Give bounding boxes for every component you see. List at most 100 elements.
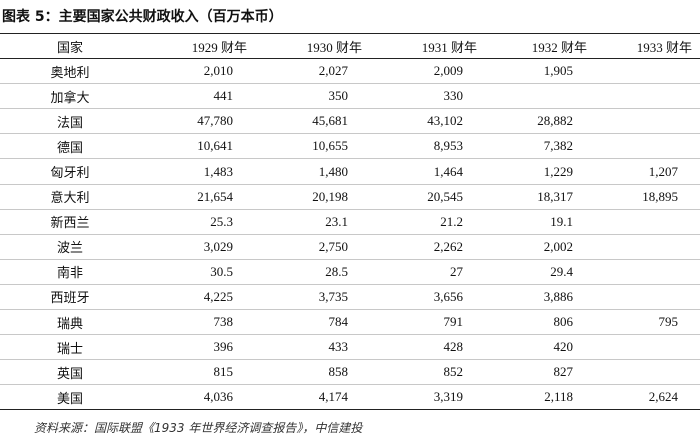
country-cell: 南非: [0, 259, 140, 285]
country-cell: 瑞士: [0, 334, 140, 361]
header-row: 国家 1929 财年 1930 财年 1931 财年 1932 财年 1933 财年: [0, 32, 700, 60]
value-cell: 3,656: [370, 284, 485, 311]
country-cell: 英国: [0, 359, 140, 386]
empty-cell: [595, 259, 700, 285]
value-cell: 4,174: [255, 384, 370, 411]
country-cell: 意大利: [0, 184, 140, 210]
empty-cell: [595, 133, 700, 160]
table-row: 加拿大 441 350 330: [0, 83, 700, 110]
value-cell: 30.5: [140, 259, 255, 285]
value-cell: 441: [140, 83, 255, 110]
value-cell: 2,002: [485, 234, 595, 260]
table-row: 匈牙利 1,483 1,480 1,464 1,229 1,207: [0, 158, 700, 185]
value-cell: 28.5: [255, 259, 370, 285]
empty-cell: [595, 58, 700, 85]
value-cell: 791: [370, 309, 485, 336]
column-header: 1932 财年: [485, 32, 595, 60]
table-row: 意大利 21,654 20,198 20,545 18,317 18,895: [0, 184, 700, 210]
empty-cell: [595, 234, 700, 260]
value-cell: 2,118: [485, 384, 595, 411]
country-cell: 法国: [0, 108, 140, 135]
table-row: 西班牙 4,225 3,735 3,656 3,886: [0, 284, 700, 311]
value-cell: 2,009: [370, 58, 485, 85]
value-cell: 1,207: [595, 158, 700, 185]
column-header: 1933 财年: [595, 32, 700, 60]
value-cell: 45,681: [255, 108, 370, 135]
column-header: 国家: [0, 32, 140, 60]
value-cell: 29.4: [485, 259, 595, 285]
value-cell: 23.1: [255, 209, 370, 235]
table-row: 法国 47,780 45,681 43,102 28,882: [0, 108, 700, 135]
value-cell: 3,029: [140, 234, 255, 260]
value-cell: 43,102: [370, 108, 485, 135]
table-title: 图表 5：主要国家公共财政收入（百万本币）: [2, 9, 283, 25]
country-cell: 新西兰: [0, 209, 140, 235]
value-cell: 3,886: [485, 284, 595, 311]
table-row: 南非 30.5 28.5 27 29.4: [0, 259, 700, 285]
country-cell: 美国: [0, 384, 140, 411]
value-cell: 10,641: [140, 133, 255, 160]
country-cell: 德国: [0, 133, 140, 160]
value-cell: 852: [370, 359, 485, 386]
value-cell: 25.3: [140, 209, 255, 235]
value-cell: 27: [370, 259, 485, 285]
table-row: 波兰 3,029 2,750 2,262 2,002: [0, 234, 700, 260]
empty-cell: [595, 83, 700, 110]
table-row: 新西兰 25.3 23.1 21.2 19.1: [0, 209, 700, 235]
value-cell: 8,953: [370, 133, 485, 160]
value-cell: 18,317: [485, 184, 595, 210]
value-cell: 21.2: [370, 209, 485, 235]
revenue-table: 国家 1929 财年 1930 财年 1931 财年 1932 财年 1933 财年 奥地…: [0, 32, 700, 411]
empty-cell: [595, 209, 700, 235]
value-cell: 1,480: [255, 158, 370, 185]
value-cell: 2,262: [370, 234, 485, 260]
value-cell: 10,655: [255, 133, 370, 160]
value-cell: 3,735: [255, 284, 370, 311]
value-cell: 2,624: [595, 384, 700, 411]
table-row: 瑞士 396 433 428 420: [0, 334, 700, 361]
empty-cell: [595, 359, 700, 386]
value-cell: 21,654: [140, 184, 255, 210]
table-row: 美国 4,036 4,174 3,319 2,118 2,624: [0, 384, 700, 411]
source-note: 资料来源：国际联盟《1933 年世界经济调查报告》，中信建投: [34, 421, 363, 435]
value-cell: 1,229: [485, 158, 595, 185]
empty-cell: [485, 83, 595, 110]
value-cell: 827: [485, 359, 595, 386]
country-cell: 西班牙: [0, 284, 140, 311]
value-cell: 20,198: [255, 184, 370, 210]
value-cell: 350: [255, 83, 370, 110]
value-cell: 1,905: [485, 58, 595, 85]
column-header: 1930 财年: [255, 32, 370, 60]
value-cell: 1,464: [370, 158, 485, 185]
value-cell: 4,036: [140, 384, 255, 411]
value-cell: 784: [255, 309, 370, 336]
table-row: 瑞典 738 784 791 806 795: [0, 309, 700, 336]
table-row: 英国 815 858 852 827: [0, 359, 700, 386]
country-cell: 波兰: [0, 234, 140, 260]
country-cell: 匈牙利: [0, 158, 140, 185]
country-cell: 加拿大: [0, 83, 140, 110]
value-cell: 47,780: [140, 108, 255, 135]
value-cell: 1,483: [140, 158, 255, 185]
value-cell: 806: [485, 309, 595, 336]
value-cell: 2,010: [140, 58, 255, 85]
table-row: 德国 10,641 10,655 8,953 7,382: [0, 133, 700, 160]
value-cell: 330: [370, 83, 485, 110]
country-cell: 瑞典: [0, 309, 140, 336]
value-cell: 2,750: [255, 234, 370, 260]
value-cell: 4,225: [140, 284, 255, 311]
value-cell: 738: [140, 309, 255, 336]
value-cell: 20,545: [370, 184, 485, 210]
empty-cell: [595, 284, 700, 311]
column-header: 1929 财年: [140, 32, 255, 60]
empty-cell: [595, 334, 700, 361]
value-cell: 2,027: [255, 58, 370, 85]
value-cell: 858: [255, 359, 370, 386]
value-cell: 795: [595, 309, 700, 336]
value-cell: 3,319: [370, 384, 485, 411]
value-cell: 7,382: [485, 133, 595, 160]
value-cell: 18,895: [595, 184, 700, 210]
value-cell: 396: [140, 334, 255, 361]
empty-cell: [595, 108, 700, 135]
